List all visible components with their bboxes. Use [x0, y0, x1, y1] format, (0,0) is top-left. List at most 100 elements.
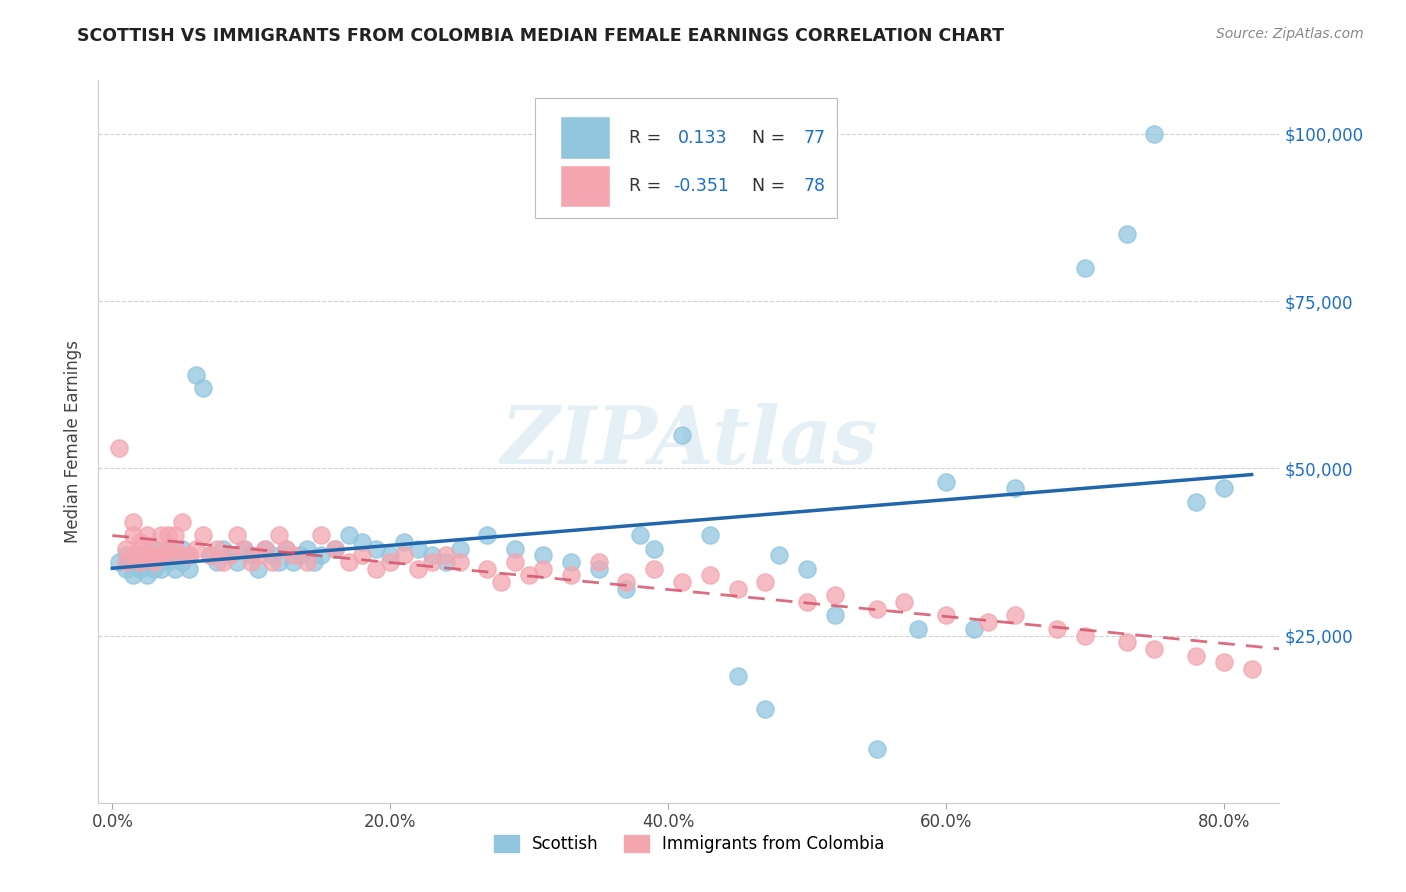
- Point: [352, 534, 374, 549]
- Point: [149, 528, 172, 542]
- Point: [184, 368, 207, 382]
- Point: [170, 541, 193, 556]
- Point: [302, 555, 325, 569]
- Point: [274, 541, 297, 556]
- Point: [824, 589, 846, 603]
- Point: [177, 548, 200, 563]
- Point: [295, 555, 318, 569]
- Point: [254, 541, 277, 556]
- Text: 78: 78: [803, 177, 825, 195]
- Point: [865, 742, 887, 756]
- Point: [699, 568, 721, 582]
- Point: [115, 541, 138, 556]
- Point: [240, 548, 263, 563]
- Point: [198, 548, 221, 563]
- FancyBboxPatch shape: [560, 165, 610, 207]
- Point: [156, 541, 179, 556]
- Point: [935, 608, 957, 623]
- Point: [865, 602, 887, 616]
- Point: [136, 548, 159, 563]
- Point: [274, 541, 297, 556]
- Point: [477, 528, 499, 542]
- Point: [907, 622, 929, 636]
- Point: [143, 541, 166, 556]
- Point: [156, 528, 179, 542]
- Point: [380, 555, 402, 569]
- Point: [129, 562, 152, 576]
- Text: ZIPAtlas: ZIPAtlas: [501, 403, 877, 480]
- Point: [503, 555, 526, 569]
- Point: [143, 541, 166, 556]
- Point: [163, 528, 186, 542]
- Point: [247, 548, 270, 563]
- Point: [267, 555, 290, 569]
- Text: Source: ZipAtlas.com: Source: ZipAtlas.com: [1216, 27, 1364, 41]
- Point: [323, 541, 346, 556]
- Point: [262, 548, 284, 563]
- Point: [115, 562, 138, 576]
- Point: [212, 541, 235, 556]
- Point: [122, 548, 145, 563]
- Point: [699, 528, 721, 542]
- Point: [129, 555, 152, 569]
- Y-axis label: Median Female Earnings: Median Female Earnings: [65, 340, 83, 543]
- Text: N =: N =: [741, 128, 790, 147]
- Point: [1115, 227, 1137, 241]
- Point: [392, 534, 415, 549]
- Point: [768, 548, 790, 563]
- Point: [337, 528, 360, 542]
- Point: [281, 555, 304, 569]
- Point: [754, 702, 776, 716]
- Point: [1240, 662, 1263, 676]
- Text: 0.133: 0.133: [678, 128, 728, 147]
- Point: [108, 555, 131, 569]
- Point: [170, 548, 193, 563]
- Point: [531, 562, 554, 576]
- Point: [247, 562, 270, 576]
- Point: [963, 622, 986, 636]
- Point: [226, 555, 249, 569]
- Point: [477, 562, 499, 576]
- Point: [262, 555, 284, 569]
- Point: [156, 548, 179, 563]
- Point: [796, 595, 818, 609]
- Point: [122, 555, 145, 569]
- Point: [143, 555, 166, 569]
- Point: [149, 548, 172, 563]
- Point: [1185, 494, 1208, 508]
- Point: [149, 562, 172, 576]
- Point: [616, 582, 638, 596]
- Point: [1046, 622, 1069, 636]
- Point: [177, 548, 200, 563]
- Point: [1212, 655, 1234, 669]
- Text: R =: R =: [628, 177, 666, 195]
- Point: [392, 548, 415, 563]
- Point: [129, 541, 152, 556]
- Point: [727, 582, 749, 596]
- Text: -0.351: -0.351: [673, 177, 730, 195]
- Point: [1115, 635, 1137, 649]
- Point: [434, 555, 457, 569]
- Point: [671, 427, 693, 442]
- Point: [205, 555, 228, 569]
- Point: [1004, 608, 1026, 623]
- Point: [122, 528, 145, 542]
- FancyBboxPatch shape: [560, 117, 610, 159]
- Point: [406, 562, 429, 576]
- Point: [129, 555, 152, 569]
- Point: [1004, 482, 1026, 496]
- Point: [136, 555, 159, 569]
- Point: [796, 562, 818, 576]
- Point: [170, 555, 193, 569]
- Point: [281, 548, 304, 563]
- Point: [560, 568, 582, 582]
- Point: [184, 541, 207, 556]
- Point: [295, 541, 318, 556]
- Point: [129, 548, 152, 563]
- Point: [420, 548, 443, 563]
- Point: [560, 555, 582, 569]
- Point: [727, 669, 749, 683]
- Point: [233, 541, 256, 556]
- Point: [323, 541, 346, 556]
- Point: [122, 568, 145, 582]
